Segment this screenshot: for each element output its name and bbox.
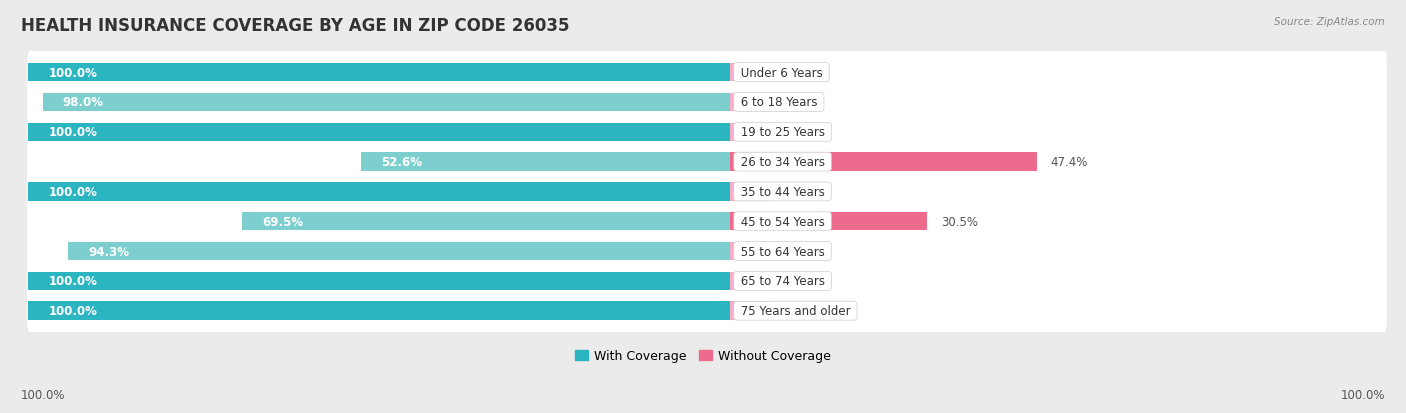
FancyBboxPatch shape [27, 79, 1386, 126]
Bar [28, 302, 730, 320]
Text: 0.0%: 0.0% [785, 185, 814, 198]
Bar [730, 213, 928, 231]
Bar [28, 183, 730, 201]
Text: 0.0%: 0.0% [785, 304, 814, 318]
Bar [28, 123, 730, 142]
FancyBboxPatch shape [27, 138, 1386, 186]
Text: 69.5%: 69.5% [263, 215, 304, 228]
Text: 100.0%: 100.0% [49, 185, 97, 198]
Text: 0.0%: 0.0% [785, 126, 814, 139]
FancyBboxPatch shape [27, 287, 1386, 335]
Bar [730, 64, 770, 82]
Text: 0.0%: 0.0% [785, 275, 814, 288]
Bar [730, 242, 770, 261]
Text: 45 to 54 Years: 45 to 54 Years [737, 215, 828, 228]
Bar [361, 153, 730, 171]
FancyBboxPatch shape [27, 228, 1386, 275]
FancyBboxPatch shape [27, 139, 1386, 186]
Text: 98.0%: 98.0% [63, 96, 104, 109]
Text: 5.7%: 5.7% [785, 245, 814, 258]
Text: 47.4%: 47.4% [1050, 156, 1088, 169]
FancyBboxPatch shape [27, 258, 1386, 305]
FancyBboxPatch shape [27, 49, 1386, 97]
Bar [730, 302, 770, 320]
Text: 65 to 74 Years: 65 to 74 Years [737, 275, 828, 288]
Bar [69, 242, 730, 261]
Text: 100.0%: 100.0% [49, 304, 97, 318]
Text: 100.0%: 100.0% [49, 275, 97, 288]
Text: 26 to 34 Years: 26 to 34 Years [737, 156, 828, 169]
FancyBboxPatch shape [27, 197, 1386, 246]
Text: Source: ZipAtlas.com: Source: ZipAtlas.com [1274, 17, 1385, 26]
FancyBboxPatch shape [27, 287, 1386, 335]
Bar [730, 183, 770, 201]
FancyBboxPatch shape [27, 78, 1386, 127]
Text: 2.0%: 2.0% [785, 96, 814, 109]
FancyBboxPatch shape [27, 169, 1386, 216]
Text: 52.6%: 52.6% [381, 156, 422, 169]
Bar [730, 123, 770, 142]
Bar [28, 272, 730, 290]
Text: 75 Years and older: 75 Years and older [737, 304, 853, 318]
Text: 35 to 44 Years: 35 to 44 Years [737, 185, 828, 198]
Bar [730, 153, 1036, 171]
Text: 100.0%: 100.0% [1340, 388, 1385, 401]
Text: 55 to 64 Years: 55 to 64 Years [737, 245, 828, 258]
Text: 100.0%: 100.0% [49, 126, 97, 139]
Text: 19 to 25 Years: 19 to 25 Years [737, 126, 828, 139]
FancyBboxPatch shape [27, 108, 1386, 157]
Bar [730, 272, 770, 290]
FancyBboxPatch shape [27, 168, 1386, 216]
Bar [28, 64, 730, 82]
Text: Under 6 Years: Under 6 Years [737, 66, 827, 79]
Text: 100.0%: 100.0% [21, 388, 66, 401]
Bar [42, 93, 730, 112]
FancyBboxPatch shape [27, 257, 1386, 305]
Text: 94.3%: 94.3% [89, 245, 129, 258]
FancyBboxPatch shape [27, 109, 1386, 156]
Text: 30.5%: 30.5% [941, 215, 979, 228]
FancyBboxPatch shape [27, 228, 1386, 275]
Bar [242, 213, 730, 231]
FancyBboxPatch shape [27, 50, 1386, 97]
Legend: With Coverage, Without Coverage: With Coverage, Without Coverage [571, 344, 835, 368]
Text: 0.0%: 0.0% [785, 66, 814, 79]
Text: HEALTH INSURANCE COVERAGE BY AGE IN ZIP CODE 26035: HEALTH INSURANCE COVERAGE BY AGE IN ZIP … [21, 17, 569, 34]
Text: 100.0%: 100.0% [49, 66, 97, 79]
FancyBboxPatch shape [27, 198, 1386, 245]
Text: 6 to 18 Years: 6 to 18 Years [737, 96, 821, 109]
Bar [730, 93, 770, 112]
